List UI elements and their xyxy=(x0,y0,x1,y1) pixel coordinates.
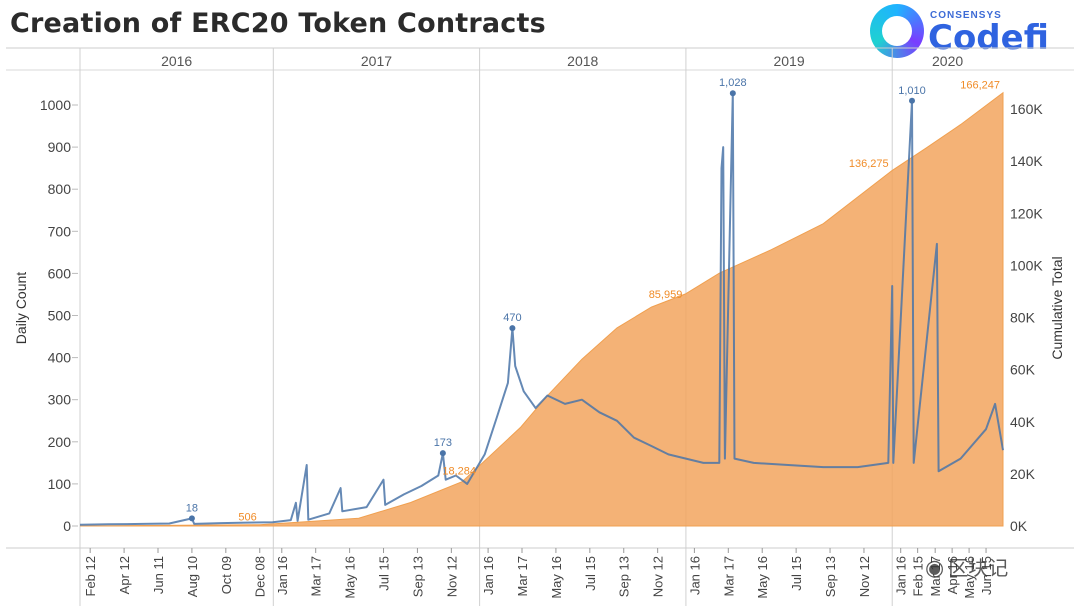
x-tick-label: Jan 16 xyxy=(481,556,496,595)
x-tick-label: Jun 11 xyxy=(151,556,166,594)
x-tick-label: Feb 15 xyxy=(911,556,926,596)
left-tick-label: 1000 xyxy=(40,97,71,113)
x-tick-label: Jul 15 xyxy=(377,556,392,591)
left-tick-label: 700 xyxy=(48,223,72,239)
codefi-logo-icon xyxy=(870,4,924,58)
x-tick-label: Mar 17 xyxy=(309,556,324,596)
x-tick-label: May 16 xyxy=(962,556,977,599)
left-tick-label: 600 xyxy=(48,265,72,281)
daily-count-line xyxy=(79,92,1004,526)
wechat-icon: ◉ xyxy=(925,556,945,581)
data-label: 166,247 xyxy=(960,80,1000,92)
x-tick-label: Nov 12 xyxy=(857,556,872,597)
peak-marker xyxy=(509,325,516,332)
year-label-2017: 2017 xyxy=(361,53,392,69)
data-label: 18,284 xyxy=(442,465,476,477)
data-label: 173 xyxy=(434,437,452,449)
right-tick-label: 120K xyxy=(1010,205,1043,221)
right-tick-label: 0K xyxy=(1010,518,1028,534)
year-label-2019: 2019 xyxy=(773,53,804,69)
x-tick-label: Sep 13 xyxy=(823,556,838,597)
left-tick-label: 500 xyxy=(48,308,72,324)
x-tick-label: May 16 xyxy=(343,556,358,599)
x-tick-label: Jun 15 xyxy=(979,556,994,595)
left-tick-label: 800 xyxy=(48,181,72,197)
x-tick-label: Sep 13 xyxy=(410,556,425,597)
year-label-2018: 2018 xyxy=(567,53,598,69)
left-tick-label: 900 xyxy=(48,139,72,155)
x-tick-label: Sep 13 xyxy=(617,556,632,597)
logo-brand-small: CONSENSYS xyxy=(930,10,1002,21)
x-tick-label: Apr 16 xyxy=(945,556,960,594)
x-tick-label: Dec 08 xyxy=(253,556,268,597)
left-tick-label: 300 xyxy=(48,392,72,408)
x-tick-label: May 16 xyxy=(549,556,564,599)
peak-marker xyxy=(729,90,736,97)
x-tick-label: Jan 16 xyxy=(687,556,702,595)
watermark-text: 区块记 xyxy=(948,556,1009,580)
peak-marker xyxy=(909,97,915,104)
right-tick-label: 80K xyxy=(1010,310,1036,326)
data-label: 85,959 xyxy=(649,289,683,301)
x-tick-label: Jul 15 xyxy=(583,556,598,591)
left-tick-label: 0 xyxy=(63,518,71,534)
right-tick-label: 100K xyxy=(1010,257,1043,273)
x-tick-label: Jan 16 xyxy=(275,556,290,595)
x-tick-label: Mar 17 xyxy=(928,556,943,596)
right-tick-label: 60K xyxy=(1010,362,1036,378)
data-label: 506 xyxy=(238,512,256,524)
left-tick-label: 200 xyxy=(48,434,72,450)
x-tick-label: Nov 12 xyxy=(444,556,459,597)
watermark: ◉ 区块记 xyxy=(925,552,1008,581)
x-tick-label: Feb 12 xyxy=(83,556,98,596)
right-tick-label: 140K xyxy=(1010,153,1043,169)
x-tick-label: Jul 15 xyxy=(789,556,804,591)
peak-marker xyxy=(188,515,195,522)
data-label: 18 xyxy=(186,502,198,514)
codefi-logo: CONSENSYS Codefi xyxy=(868,2,1068,62)
year-label-2020: 2020 xyxy=(932,53,963,69)
logo-brand-big: Codefi xyxy=(928,18,1049,58)
cumulative-area xyxy=(79,91,1004,527)
peak-marker xyxy=(439,450,446,457)
right-tick-label: 20K xyxy=(1010,466,1036,482)
x-tick-label: Mar 17 xyxy=(721,556,736,596)
x-tick-label: Jan 16 xyxy=(894,556,909,595)
x-tick-label: Apr 12 xyxy=(117,556,132,594)
x-tick-label: Aug 10 xyxy=(185,556,200,597)
data-label: 1,028 xyxy=(719,77,747,89)
left-tick-label: 400 xyxy=(48,350,72,366)
data-label: 470 xyxy=(503,312,521,324)
right-tick-label: 40K xyxy=(1010,414,1036,430)
data-label: 136,275 xyxy=(849,158,889,170)
year-label-2016: 2016 xyxy=(161,53,192,69)
x-tick-label: Nov 12 xyxy=(651,556,666,597)
x-tick-label: Mar 17 xyxy=(515,556,530,596)
right-tick-label: 160K xyxy=(1010,101,1043,117)
data-label: 1,010 xyxy=(898,85,926,97)
left-axis-title: Daily Count xyxy=(13,272,29,344)
x-tick-label: Oct 09 xyxy=(219,556,234,594)
chart-title: Creation of ERC20 Token Contracts xyxy=(10,8,546,39)
x-tick-label: May 16 xyxy=(755,556,770,599)
left-tick-label: 100 xyxy=(48,476,72,492)
right-axis-title: Cumulative Total xyxy=(1049,256,1065,359)
